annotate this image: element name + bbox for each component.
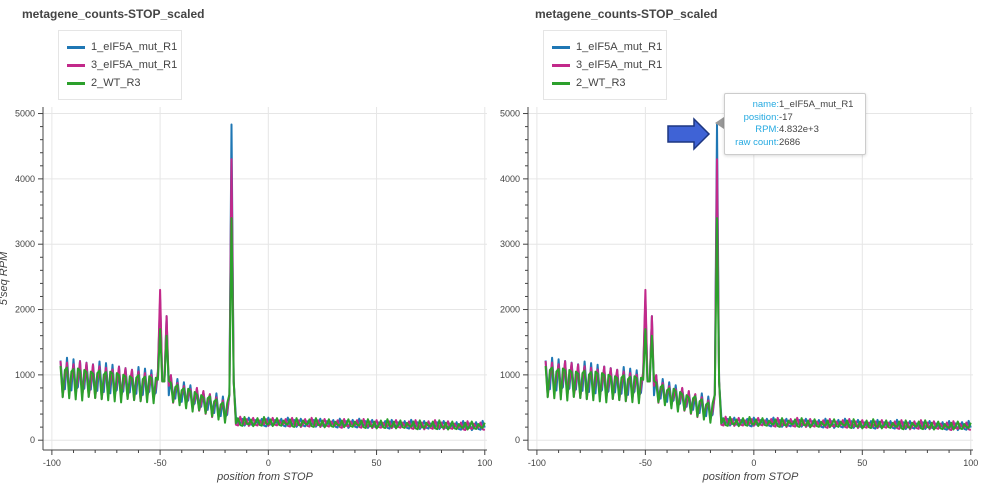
legend-swatch	[552, 81, 570, 85]
legend-label: 1_eIF5A_mut_R1	[576, 41, 663, 53]
legend-item[interactable]: 3_eIF5A_mut_R1	[67, 57, 177, 73]
legend-item[interactable]: 1_eIF5A_mut_R1	[67, 39, 177, 55]
legend-swatch	[67, 63, 85, 67]
legend-label: 1_eIF5A_mut_R1	[91, 41, 178, 53]
tooltip-arrow	[715, 117, 724, 129]
x-tick-label: 0	[266, 458, 271, 468]
legend-swatch	[67, 45, 85, 49]
legend-item[interactable]: 2_WT_R3	[552, 75, 626, 91]
chart-legend: 1_eIF5A_mut_R1 3_eIF5A_mut_R1 2_WT_R3	[58, 30, 182, 100]
y-tick-label: 0	[30, 435, 35, 445]
x-tick-label: 50	[372, 458, 382, 468]
x-tick-label: -50	[154, 458, 167, 468]
chart-legend: 1_eIF5A_mut_R1 3_eIF5A_mut_R1 2_WT_R3	[543, 30, 667, 100]
legend-swatch	[552, 45, 570, 49]
tooltip-value: 1_eIF5A_mut_R1	[779, 99, 854, 110]
x-tick-label: 0	[751, 458, 756, 468]
x-tick-label: -50	[639, 458, 652, 468]
series-line	[59, 217, 486, 431]
chart-panel-right: metagene_counts-STOP_scaled 1_eIF5A_mut_…	[490, 0, 980, 490]
tooltip-key: raw count:	[735, 136, 779, 148]
x-tick-label: 50	[857, 458, 867, 468]
x-tick-label: -100	[43, 458, 61, 468]
tooltip-key: position:	[743, 111, 779, 123]
legend-swatch	[552, 63, 570, 67]
tooltip-value: 2686	[779, 136, 801, 148]
legend-label: 2_WT_R3	[91, 77, 141, 89]
y-tick-label: 1000	[500, 370, 520, 380]
chart-panel-left: metagene_counts-STOP_scaled 1_eIF5A_mut_…	[0, 0, 492, 490]
x-axis-label: position from STOP	[702, 471, 799, 483]
x-axis-label: position from STOP	[216, 471, 313, 483]
y-tick-label: 0	[515, 435, 520, 445]
legend-label: 3_eIF5A_mut_R1	[91, 59, 178, 71]
plot-area[interactable]: 0 1000 2000 3000 4000 5000 -100 -50 0 50 100 positi…	[0, 0, 492, 490]
y-tick-label: 5000	[500, 109, 520, 119]
chart-title: metagene_counts-STOP_scaled	[22, 7, 205, 21]
legend-label: 2_WT_R3	[576, 77, 626, 89]
y-axis-label: 5'seq RPM	[0, 251, 10, 305]
legend-item[interactable]: 2_WT_R3	[67, 75, 141, 91]
series-line	[544, 217, 972, 431]
hover-tooltip: name: 1_eIF5A_mut_R1 position: -17 RPM: …	[724, 93, 866, 155]
y-tick-label: 4000	[500, 174, 520, 184]
y-tick-label: 4000	[15, 174, 35, 184]
y-tick-label: 2000	[15, 305, 35, 315]
y-tick-label: 2000	[500, 305, 520, 315]
x-tick-label: -100	[528, 458, 546, 468]
y-tick-label: 1000	[15, 370, 35, 380]
legend-item[interactable]: 1_eIF5A_mut_R1	[552, 39, 662, 55]
tooltip-row: raw count: 2686	[731, 137, 853, 150]
chart-title: metagene_counts-STOP_scaled	[535, 7, 718, 21]
tooltip-value: -17	[779, 111, 793, 123]
tooltip-row: name: 1_eIF5A_mut_R1	[731, 99, 854, 112]
tooltip-row: position: -17	[731, 112, 853, 125]
tooltip-row: RPM: 4.832e+3	[731, 124, 853, 137]
legend-label: 3_eIF5A_mut_R1	[576, 59, 663, 71]
legend-item[interactable]: 3_eIF5A_mut_R1	[552, 57, 662, 73]
plot-area[interactable]: 0 1000 2000 3000 4000 5000 -100 -50 0 50 100 positi…	[490, 0, 980, 490]
tooltip-key: name:	[752, 99, 779, 110]
legend-swatch	[67, 81, 85, 85]
y-tick-label: 3000	[15, 239, 35, 249]
x-tick-label: 100	[477, 458, 492, 468]
y-tick-label: 3000	[500, 239, 520, 249]
tooltip-value: 4.832e+3	[779, 124, 819, 135]
tooltip-key: RPM:	[755, 124, 779, 135]
x-tick-label: 100	[963, 458, 978, 468]
y-tick-label: 5000	[15, 109, 35, 119]
